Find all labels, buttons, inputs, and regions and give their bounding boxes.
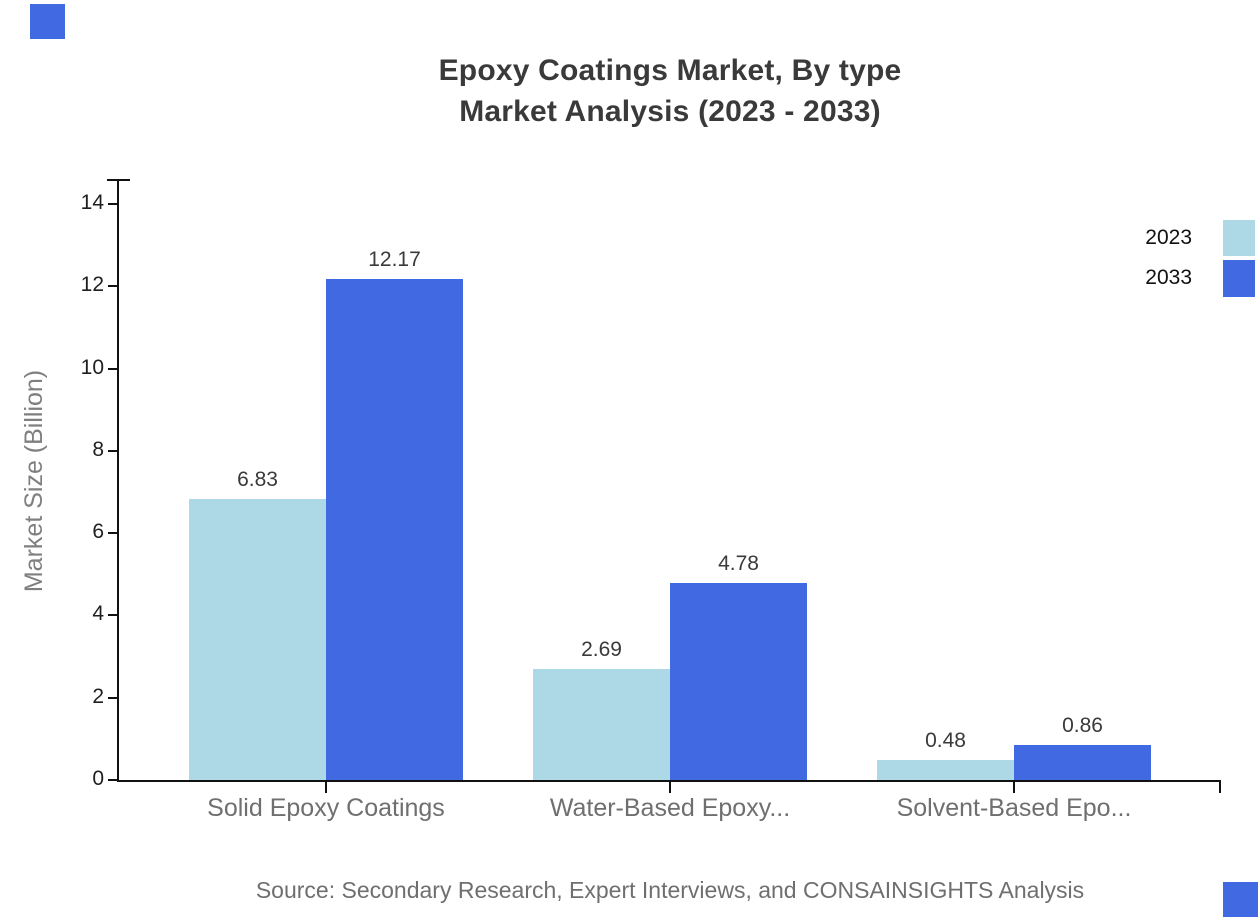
y-tick-label-12: 12	[80, 273, 104, 296]
x-axis-line	[117, 780, 1221, 782]
brand-square-bottom-right-icon	[1223, 882, 1258, 917]
bar-2033-group-3	[1014, 745, 1151, 780]
x-tick-group-1	[325, 782, 327, 793]
y-tick-label-6: 6	[92, 520, 104, 543]
category-label-1: Solid Epoxy Coatings	[207, 794, 445, 822]
y-tick-label-8: 8	[92, 438, 104, 461]
brand-square-top-left-icon	[30, 4, 65, 39]
category-label-3: Solvent-Based Epo...	[896, 794, 1132, 822]
y-tick-14	[108, 203, 118, 205]
bar-2023-group-3	[877, 760, 1014, 780]
y-tick-6	[108, 532, 118, 534]
source-note: Source: Secondary Research, Expert Inter…	[255, 877, 1085, 903]
legend-label-2023: 2023	[1145, 226, 1192, 249]
bar-2023-group-2	[533, 669, 670, 780]
bar-2033-group-2	[670, 583, 807, 780]
value-label-2023-group-3: 0.48	[925, 729, 966, 752]
value-label-2033-group-1: 12.17	[368, 248, 421, 271]
chart-title-line-1: Epoxy Coatings Market, By type	[438, 54, 902, 87]
y-axis-line	[117, 180, 119, 782]
y-tick-label-2: 2	[92, 685, 104, 708]
y-axis-end-cap	[107, 179, 130, 181]
chart-title-line-2: Market Analysis (2023 - 2033)	[459, 95, 881, 128]
y-tick-2	[108, 697, 118, 699]
legend-swatch-2033	[1223, 260, 1255, 297]
x-axis-end-cap	[1219, 780, 1221, 793]
bar-2023-group-1	[189, 499, 326, 780]
y-tick-label-10: 10	[80, 356, 104, 379]
y-tick-0	[108, 779, 118, 781]
y-tick-4	[108, 614, 118, 616]
y-tick-12	[108, 285, 118, 287]
x-tick-group-3	[1013, 782, 1015, 793]
y-tick-label-0: 0	[92, 767, 104, 790]
category-label-2: Water-Based Epoxy...	[549, 794, 791, 822]
value-label-2033-group-3: 0.86	[1062, 714, 1103, 737]
value-label-2033-group-2: 4.78	[718, 552, 759, 575]
value-label-2023-group-1: 6.83	[237, 468, 278, 491]
bar-2033-group-1	[326, 279, 463, 780]
value-label-2023-group-2: 2.69	[581, 638, 622, 661]
y-tick-8	[108, 450, 118, 452]
legend-label-2033: 2033	[1145, 266, 1192, 289]
legend-swatch-2023	[1223, 220, 1255, 256]
y-tick-label-4: 4	[92, 602, 104, 625]
chart-title: Epoxy Coatings Market, By type Market An…	[118, 50, 1222, 132]
y-tick-label-14: 14	[80, 191, 104, 214]
x-tick-group-2	[669, 782, 671, 793]
y-tick-10	[108, 368, 118, 370]
